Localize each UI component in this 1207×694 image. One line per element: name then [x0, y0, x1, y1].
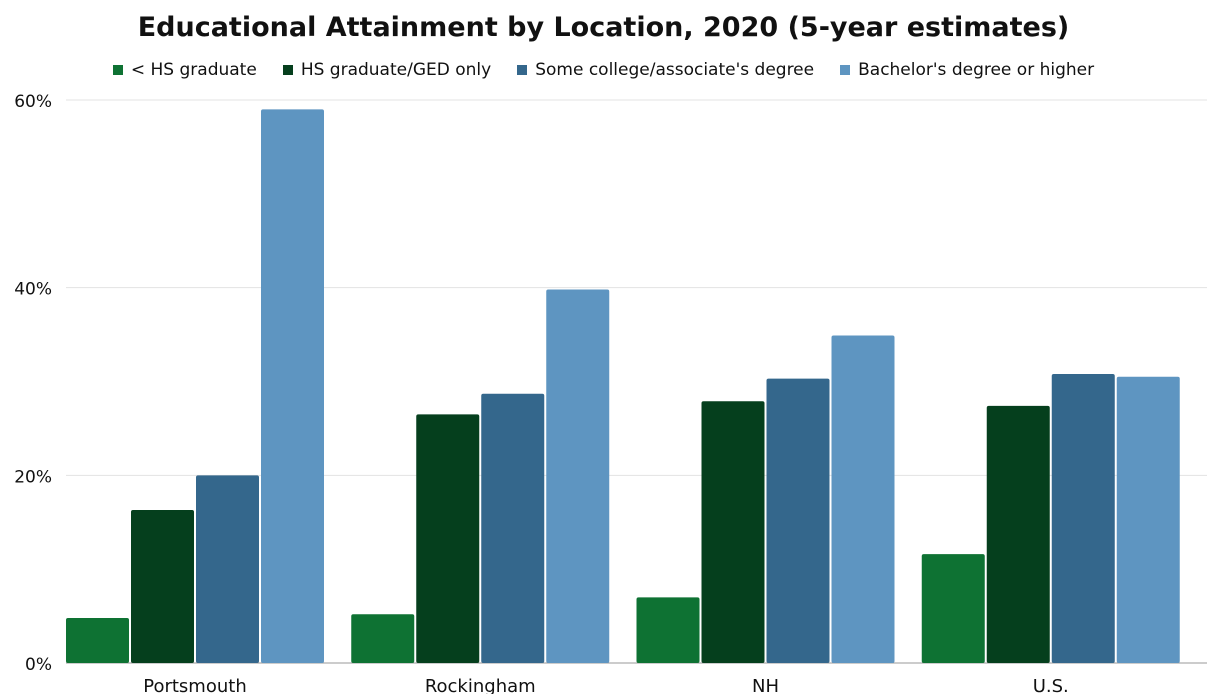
legend-item-less-than-hs: < HS graduate [112, 60, 257, 80]
x-tick-label: U.S. [1033, 676, 1069, 694]
bar [636, 597, 700, 663]
bar [351, 614, 415, 663]
bar [546, 289, 610, 663]
legend-label-hs-graduate: HS graduate/GED only [300, 60, 492, 80]
y-tick-label: 0% [25, 655, 52, 675]
legend-label-bachelors: Bachelor's degree or higher [858, 60, 1095, 80]
y-tick-label: 20% [14, 467, 52, 487]
legend-item-some-college: Some college/associate's degree [517, 60, 814, 80]
bar [131, 510, 194, 663]
legend-label-less-than-hs: < HS graduate [130, 60, 257, 80]
bar [66, 617, 129, 663]
legend: < HS graduate HS graduate/GED only Some … [0, 60, 1207, 80]
y-tick-label: 40% [14, 280, 52, 300]
bar [701, 401, 765, 663]
bar [196, 475, 259, 663]
bar [416, 414, 480, 663]
legend-label-some-college: Some college/associate's degree [535, 60, 815, 80]
legend-swatch-some-college [517, 65, 528, 75]
legend-item-bachelors: Bachelor's degree or higher [840, 60, 1094, 80]
bar [1051, 373, 1115, 663]
y-tick-label: 60% [14, 92, 52, 112]
bar [261, 109, 324, 664]
legend-swatch-less-than-hs [112, 65, 123, 75]
x-tick-label: Rockingham [425, 676, 536, 694]
legend-swatch-bachelors [840, 65, 851, 75]
chart-title: Educational Attainment by Location, 2020… [137, 12, 1070, 43]
bar [766, 378, 830, 663]
bar [921, 554, 985, 663]
x-tick-label: Portsmouth [143, 676, 246, 694]
x-tick-label: NH [752, 676, 779, 694]
bar [986, 405, 1050, 663]
bar [481, 393, 545, 663]
legend-swatch-hs-graduate [282, 65, 293, 75]
bar [831, 335, 895, 663]
legend-item-hs-graduate: HS graduate/GED only [282, 60, 492, 80]
bar [1116, 376, 1180, 663]
